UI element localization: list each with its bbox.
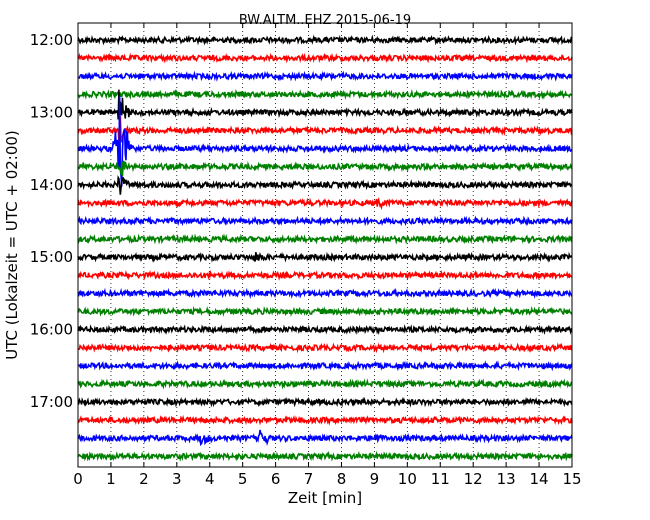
plot-frame: [77, 22, 573, 468]
y-tick-label: 15:00: [30, 248, 73, 266]
chart-title: BW.ALTM..EHZ 2015-06-19: [239, 13, 411, 28]
trace-1245: [77, 88, 573, 100]
x-tick-label: 3: [172, 470, 182, 488]
trace-1330: [77, 95, 573, 187]
trace-1215: [77, 52, 573, 64]
y-tick-label: 16:00: [30, 321, 73, 339]
x-tick-label: 0: [73, 470, 83, 488]
trace-1630: [77, 360, 573, 372]
x-tick-label: 13: [497, 470, 516, 488]
x-tick-label: 14: [530, 470, 549, 488]
trace-1530: [77, 287, 573, 300]
x-tick-label: 12: [464, 470, 483, 488]
x-tick-label: 10: [398, 470, 417, 488]
x-tick-label: 15: [562, 470, 581, 488]
trace-1415: [77, 196, 573, 211]
x-tick-label: 1: [106, 470, 116, 488]
y-tick-label: 13:00: [30, 103, 73, 121]
trace-1345: [77, 160, 573, 177]
trace-1300: [77, 89, 573, 125]
x-tick-label: 8: [337, 470, 347, 488]
trace-1515: [77, 269, 573, 281]
x-tick-label: 5: [238, 470, 248, 488]
trace-1545: [77, 305, 573, 318]
y-axis-label: UTC (Lokalzeit = UTC + 02:00): [3, 130, 21, 360]
trace-1715: [77, 414, 573, 426]
y-tick-label: 14:00: [30, 176, 73, 194]
y-tick-label: 17:00: [30, 393, 73, 411]
y-tick-label: 12:00: [30, 31, 73, 49]
x-tick-label: 6: [271, 470, 281, 488]
x-tick-label: 7: [304, 470, 314, 488]
trace-1645: [77, 378, 573, 390]
trace-1230: [77, 70, 573, 82]
x-tick-label: 11: [431, 470, 450, 488]
trace-1500: [77, 251, 573, 263]
trace-1400: [77, 174, 573, 195]
trace-1700: [77, 396, 573, 408]
trace-1445: [77, 233, 573, 245]
trace-1745: [77, 450, 573, 462]
x-axis: 0 1 2 3 4 5 6 7 8 9 10 11 12 13 14 15: [73, 23, 582, 488]
trace-1600: [77, 324, 573, 336]
trace-1315: [77, 116, 573, 143]
traces: [77, 34, 573, 462]
trace-1730: [77, 429, 573, 447]
trace-1430: [77, 215, 573, 227]
trace-1615: [77, 342, 573, 354]
y-axis: 12:00 13:00 14:00 15:00 16:00 17:00: [30, 31, 572, 411]
x-tick-label: 4: [205, 470, 215, 488]
trace-1200: [77, 34, 573, 46]
x-axis-label: Zeit [min]: [288, 489, 362, 507]
x-tick-label: 9: [370, 470, 380, 488]
x-tick-label: 2: [139, 470, 149, 488]
